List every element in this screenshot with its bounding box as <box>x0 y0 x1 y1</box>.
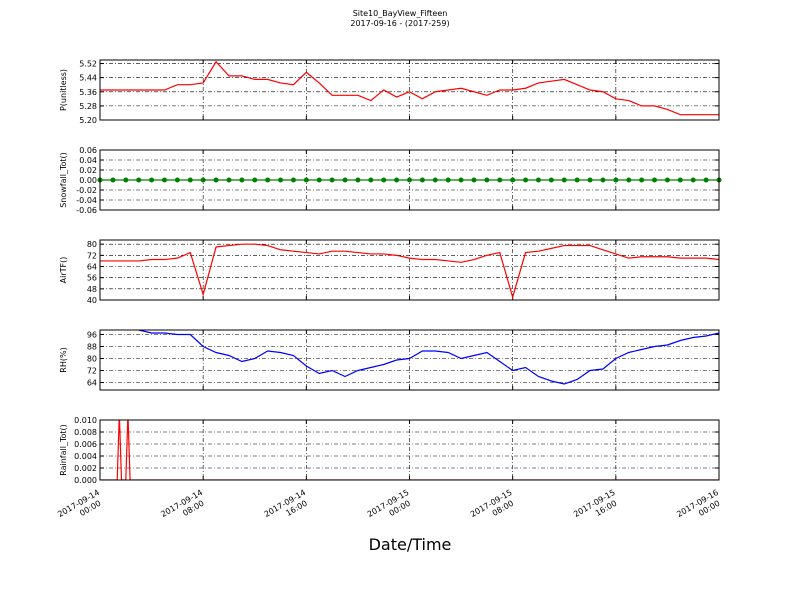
data-point <box>639 177 645 183</box>
data-line <box>133 330 719 385</box>
plot-frame <box>99 59 720 121</box>
data-point <box>497 177 503 183</box>
data-point <box>535 177 541 183</box>
data-point <box>690 177 696 183</box>
data-point <box>368 177 374 183</box>
data-point <box>574 177 580 183</box>
y-axis-label: P(unitless) <box>59 69 68 111</box>
y-tick-label: 64 <box>87 379 97 388</box>
y-tick-label: -0.04 <box>76 196 97 205</box>
data-point <box>677 177 683 183</box>
data-point <box>613 177 619 183</box>
y-tick-label: 5.44 <box>79 74 97 83</box>
y-tick-label: 56 <box>87 274 97 283</box>
y-tick-label: 80 <box>87 355 97 364</box>
y-axis-label: Snowfall_Tot() <box>59 152 68 208</box>
data-point <box>278 177 284 183</box>
data-point <box>394 177 400 183</box>
data-point <box>342 177 348 183</box>
data-line <box>100 243 719 300</box>
y-axis-label: AirTF() <box>59 257 68 284</box>
x-axis-label: Date/Time <box>369 535 452 554</box>
y-tick-label: 0.02 <box>79 166 97 175</box>
y-tick-label: 0.008 <box>74 428 97 437</box>
data-point <box>664 177 670 183</box>
y-tick-label: 80 <box>87 240 97 249</box>
y-tick-label: 64 <box>87 263 97 272</box>
data-point <box>561 177 567 183</box>
data-point <box>187 177 193 183</box>
data-point <box>432 177 438 183</box>
y-tick-label: 40 <box>87 296 97 305</box>
data-point <box>200 177 206 183</box>
y-tick-label: -0.02 <box>76 186 97 195</box>
y-tick-label: 5.20 <box>79 116 97 125</box>
y-axis-label: Rainfall_Tot() <box>59 424 68 476</box>
y-tick-label: 0.06 <box>79 146 97 155</box>
y-tick-label: 0.000 <box>74 476 97 485</box>
data-point <box>652 177 658 183</box>
data-point <box>303 177 309 183</box>
y-axis-label: RH(%) <box>59 347 68 372</box>
data-point <box>548 177 554 183</box>
data-point <box>587 177 593 183</box>
y-tick-label: 0.04 <box>79 156 97 165</box>
data-point <box>174 177 180 183</box>
data-point <box>458 177 464 183</box>
plot-frame <box>99 419 720 481</box>
data-line <box>100 60 719 116</box>
data-point <box>252 177 258 183</box>
y-tick-label: 0.006 <box>74 440 97 449</box>
data-point <box>703 177 709 183</box>
plot-frame <box>99 149 720 211</box>
y-tick-label: 72 <box>87 251 97 260</box>
chart-subtitle: 2017-09-16 - (2017-259) <box>350 19 449 28</box>
y-tick-label: 0.004 <box>74 452 97 461</box>
plot-frame <box>99 329 720 391</box>
data-point <box>523 177 529 183</box>
y-tick-label: 0.002 <box>74 464 97 473</box>
data-point <box>381 177 387 183</box>
data-point <box>329 177 335 183</box>
data-point <box>510 177 516 183</box>
y-tick-label: 5.52 <box>79 60 97 69</box>
plot-frame <box>99 239 720 301</box>
y-tick-label: 48 <box>87 285 97 294</box>
data-point <box>239 177 245 183</box>
y-tick-label: 72 <box>87 367 97 376</box>
data-point <box>226 177 232 183</box>
y-tick-label: 96 <box>87 331 97 340</box>
data-line <box>100 420 719 480</box>
y-tick-label: 0.00 <box>79 176 97 185</box>
data-point <box>136 177 142 183</box>
data-point <box>213 177 219 183</box>
chart-title: Site10_BayView_Fifteen <box>353 9 448 18</box>
y-tick-label: 5.36 <box>79 88 97 97</box>
y-tick-label: -0.06 <box>76 206 97 215</box>
y-tick-label: 0.010 <box>74 416 97 425</box>
data-point <box>290 177 296 183</box>
data-point <box>445 177 451 183</box>
data-point <box>123 177 129 183</box>
data-point <box>265 177 271 183</box>
y-tick-label: 88 <box>87 343 97 352</box>
y-tick-label: 5.28 <box>79 102 97 111</box>
data-point <box>407 177 412 183</box>
data-point <box>484 177 490 183</box>
data-point <box>471 177 477 183</box>
data-point <box>355 177 361 183</box>
data-point <box>149 177 155 183</box>
data-point <box>600 177 606 183</box>
data-point <box>419 177 425 183</box>
data-point <box>161 177 167 183</box>
data-point <box>626 177 632 183</box>
data-point <box>110 177 116 183</box>
data-point <box>316 177 322 183</box>
